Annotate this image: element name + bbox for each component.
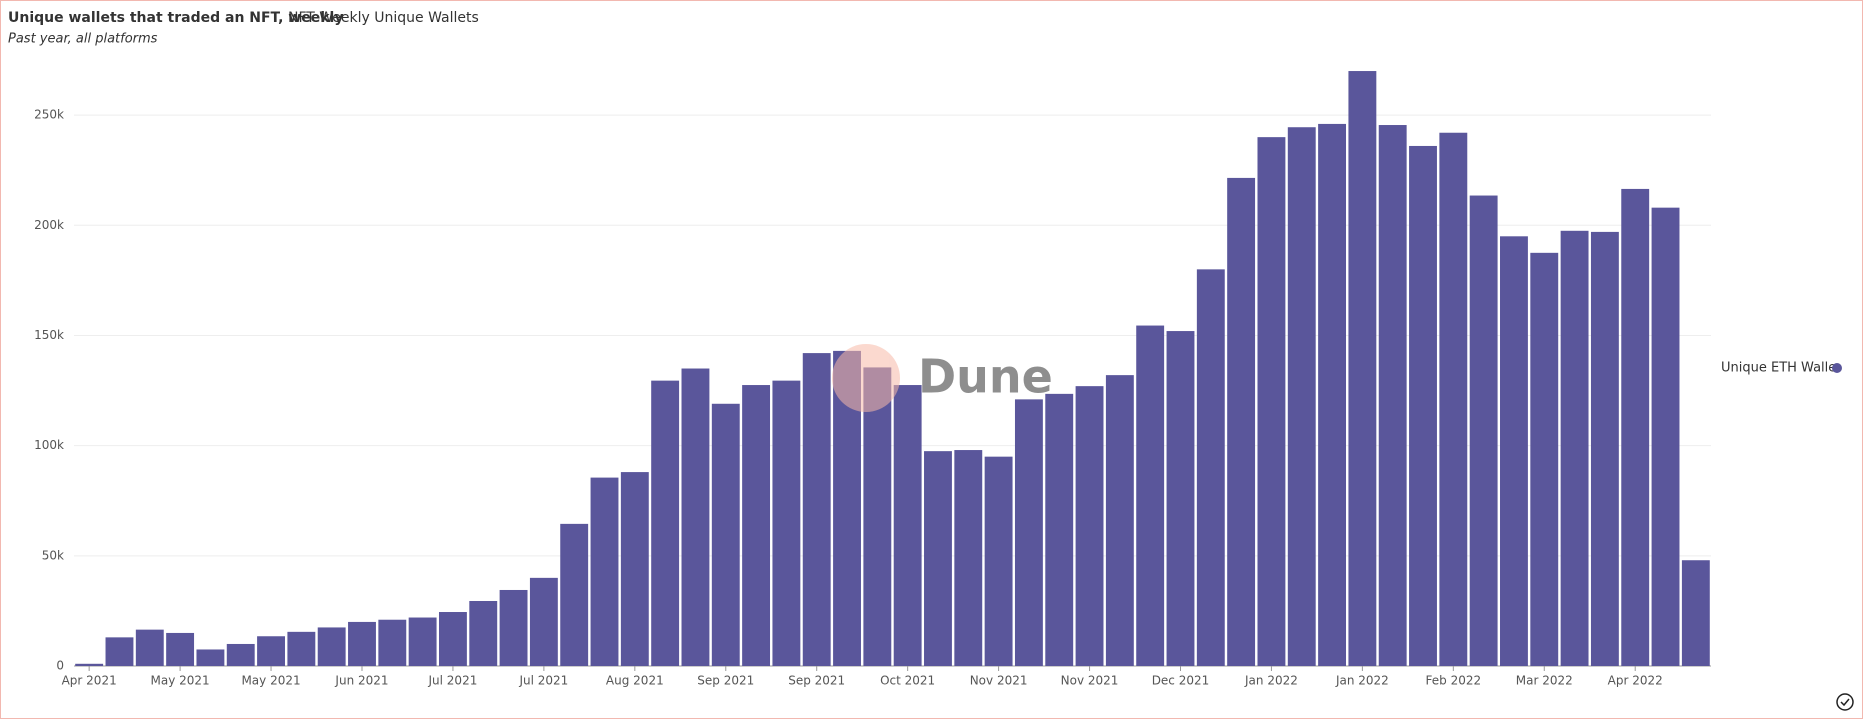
bar — [135, 629, 164, 666]
y-tick-label: 50k — [42, 548, 64, 562]
x-tick-label: Jan 2022 — [1244, 674, 1298, 688]
bar — [893, 385, 922, 666]
x-tick-label: Sep 2021 — [697, 674, 754, 688]
bar — [711, 403, 740, 666]
x-tick-label: Jul 2021 — [518, 674, 568, 688]
x-tick-label: Mar 2022 — [1516, 674, 1573, 688]
bar — [1530, 252, 1559, 666]
bar — [1621, 188, 1650, 666]
bar — [590, 477, 619, 666]
bar — [1318, 123, 1347, 666]
x-tick-label: Apr 2022 — [1608, 674, 1663, 688]
bar — [1469, 195, 1498, 666]
y-tick-label: 100k — [34, 438, 64, 452]
bar — [166, 632, 195, 666]
x-tick-label: Dec 2021 — [1152, 674, 1210, 688]
x-tick-label: Apr 2021 — [62, 674, 117, 688]
x-tick-label: May 2021 — [151, 674, 210, 688]
watermark-text: Dune — [918, 350, 1053, 404]
bar — [378, 619, 407, 666]
plot: 0 50k 100k 150k 200k 250k Apr 2021 May 2021 May … — [34, 71, 1842, 688]
bar — [560, 523, 589, 666]
bar — [348, 621, 376, 666]
y-tick-label: 250k — [34, 108, 64, 122]
bar — [742, 385, 771, 666]
bar — [1045, 393, 1074, 666]
status-icon — [1836, 693, 1854, 711]
bar — [317, 627, 346, 666]
bar — [863, 367, 892, 666]
legend-dot — [1832, 363, 1842, 373]
bar — [529, 577, 558, 666]
bar — [1105, 375, 1134, 666]
bar — [1409, 145, 1437, 666]
bar — [681, 368, 710, 666]
bar — [287, 631, 316, 666]
bar — [257, 636, 285, 666]
x-tick-label: Jan 2022 — [1335, 674, 1389, 688]
x-tick-label: Nov 2021 — [970, 674, 1028, 688]
bar — [620, 472, 649, 666]
bar — [1257, 137, 1286, 667]
bar — [196, 649, 225, 666]
x-tick-label: Jul 2021 — [428, 674, 478, 688]
bar — [1681, 560, 1710, 666]
bar — [469, 600, 498, 666]
bar — [226, 643, 255, 666]
x-tick-label: Nov 2021 — [1061, 674, 1119, 688]
y-tick-label: 150k — [34, 328, 64, 342]
bar — [1590, 231, 1619, 666]
bar — [1560, 230, 1589, 666]
bar — [1075, 386, 1104, 666]
bar — [1348, 71, 1377, 667]
bar — [954, 450, 983, 666]
tab-label[interactable]: NFT Weekly Unique Wallets — [288, 10, 479, 26]
bar — [1227, 177, 1256, 666]
bar — [772, 380, 801, 666]
bar — [1378, 125, 1407, 667]
bar — [802, 353, 831, 666]
bar — [1439, 132, 1468, 666]
x-tick-label: Jun 2021 — [334, 674, 388, 688]
x-tick-label: May 2021 — [241, 674, 300, 688]
bar — [75, 663, 104, 666]
x-tick-label: Feb 2022 — [1426, 674, 1482, 688]
bar — [438, 612, 467, 666]
x-tick-label: Aug 2021 — [606, 674, 664, 688]
bar — [1014, 399, 1043, 666]
watermark-logo — [832, 344, 900, 412]
bar — [651, 380, 680, 666]
bar — [1651, 207, 1680, 666]
y-tick-label: 200k — [34, 218, 64, 232]
bar — [924, 451, 952, 666]
bar — [1136, 325, 1165, 666]
bar — [408, 617, 437, 666]
bar — [499, 589, 528, 666]
status-check — [1840, 698, 1850, 707]
chart-title: Unique wallets that traded an NFT, weekl… — [8, 10, 343, 26]
y-tick-label: 0 — [56, 659, 64, 673]
bar — [1287, 127, 1316, 666]
subtitle: Past year, all platforms — [8, 32, 158, 47]
x-tick-label: Oct 2021 — [880, 674, 935, 688]
bar — [1166, 331, 1195, 666]
bar — [1500, 236, 1528, 666]
bar — [105, 637, 134, 666]
bar — [984, 456, 1013, 666]
legend-label: Unique ETH Walle — [1721, 361, 1836, 376]
x-tick-label: Sep 2021 — [788, 674, 845, 688]
bar — [1196, 269, 1225, 666]
watermark: Dune — [832, 344, 1053, 412]
